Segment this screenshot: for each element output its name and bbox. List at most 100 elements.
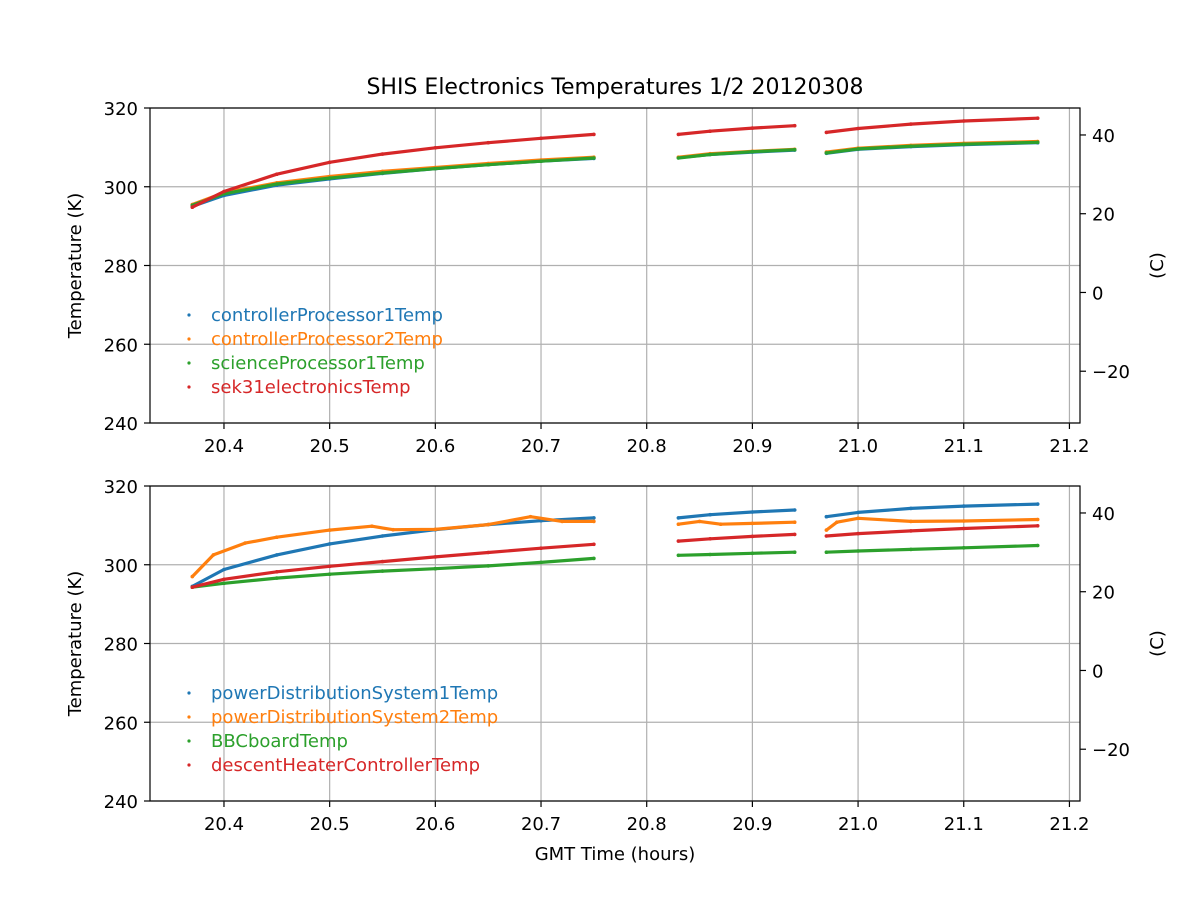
data-point [792, 550, 797, 554]
data-point [856, 516, 860, 521]
legend: powerDistributionSystem1Temp powerDistrib… [187, 683, 498, 776]
y2-tick-label: 40 [1092, 126, 1115, 147]
data-point [190, 205, 195, 209]
data-point [697, 519, 702, 524]
data-point [592, 132, 596, 137]
x-tick-label: 20.6 [415, 814, 455, 835]
panels-group: 20.4 20.5 20.6 20.7 20.8 20.9 21.0 21.1 21.2 240 2… [65, 99, 1168, 835]
data-point [380, 152, 385, 156]
y2-axis-label: (C) [1147, 252, 1168, 279]
data-point [909, 547, 913, 552]
series-segment [676, 508, 797, 520]
x-tick-label: 20.5 [310, 814, 350, 835]
legend-marker [187, 715, 191, 719]
legend-marker [187, 763, 191, 767]
legend-label: BBCboardTemp [211, 731, 348, 752]
data-point [718, 522, 723, 526]
y-tick-label: 280 [104, 257, 138, 278]
data-point [835, 520, 839, 524]
data-point [856, 531, 860, 536]
data-point [792, 123, 797, 128]
x-tick-label: 20.6 [415, 436, 455, 457]
data-point [1035, 517, 1040, 522]
data-point [962, 119, 966, 123]
data-point [370, 524, 374, 528]
data-point [592, 156, 596, 160]
legend-marker [187, 313, 191, 317]
data-point [391, 527, 395, 532]
data-point [486, 522, 491, 527]
data-point [856, 126, 860, 131]
data-point [856, 549, 860, 553]
plot-frame [149, 485, 1081, 802]
data-point [750, 534, 755, 539]
x-tick-label: 20.4 [204, 814, 244, 835]
data-point [380, 171, 385, 175]
y-tick-label: 260 [104, 713, 138, 734]
y-tick-label: 240 [104, 792, 138, 813]
data-point [327, 176, 332, 180]
data-point [909, 144, 913, 148]
legend-marker [187, 361, 191, 365]
y2-tick-label: 40 [1092, 504, 1115, 525]
data-point [560, 519, 564, 524]
y2-tick-label: 0 [1092, 661, 1103, 682]
data-point [380, 534, 385, 538]
data-point [824, 550, 829, 554]
series-BBCboardTemp [190, 543, 1040, 589]
legend-label: descentHeaterControllerTemp [211, 755, 480, 776]
data-point [708, 129, 712, 133]
data-point [792, 508, 797, 512]
data-point [380, 569, 385, 573]
y-tick-label: 300 [104, 556, 138, 577]
data-point [750, 126, 755, 130]
data-point [824, 514, 829, 519]
data-point [824, 130, 829, 135]
legend-label: controllerProcessor2Temp [211, 329, 443, 350]
data-point [676, 539, 681, 543]
series-scienceProcessor1Temp [190, 140, 1040, 208]
data-point [433, 566, 438, 571]
data-point [750, 149, 755, 154]
data-point [676, 522, 681, 526]
y2-tick-label: −20 [1092, 740, 1130, 761]
data-point [275, 182, 279, 186]
data-point [222, 581, 226, 586]
x-axis-label: GMT Time (hours) [535, 844, 696, 865]
x-tick-label: 21.2 [1049, 436, 1089, 457]
y-tick-label: 320 [104, 477, 138, 498]
series-segment [676, 550, 797, 557]
data-point [792, 532, 797, 537]
series-descentHeaterControllerTemp [190, 524, 1040, 589]
x-tick-label: 21.1 [944, 436, 984, 457]
data-point [211, 553, 216, 557]
data-point [962, 142, 966, 146]
data-point [592, 542, 596, 547]
x-tick-label: 20.7 [521, 814, 561, 835]
legend-marker [187, 337, 191, 341]
data-point [327, 160, 332, 165]
data-point [486, 140, 491, 145]
data-point [909, 529, 913, 533]
data-point [962, 519, 966, 523]
data-point [190, 574, 195, 579]
data-point [909, 506, 913, 511]
data-point [676, 553, 681, 558]
data-point [486, 162, 491, 167]
data-point [856, 147, 860, 151]
x-tick-label: 21.1 [944, 814, 984, 835]
y2-tick-label: 20 [1092, 205, 1115, 226]
data-point [1035, 524, 1040, 528]
series-segment [676, 532, 797, 543]
y2-tick-label: 20 [1092, 583, 1115, 604]
x-tick-label: 20.8 [627, 436, 667, 457]
series-powerDistributionSystem2Temp [190, 514, 1040, 579]
legend-label: sek31electronicsTemp [211, 377, 411, 398]
legend-label: controllerProcessor1Temp [211, 305, 443, 326]
data-point [275, 172, 279, 176]
data-point [962, 546, 966, 550]
data-point [1035, 140, 1040, 145]
x-tick-label: 21.0 [838, 436, 878, 457]
